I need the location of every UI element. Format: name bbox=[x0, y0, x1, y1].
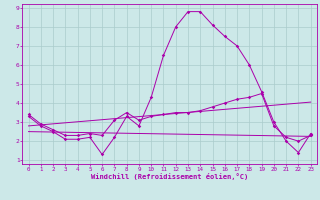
X-axis label: Windchill (Refroidissement éolien,°C): Windchill (Refroidissement éolien,°C) bbox=[91, 173, 248, 180]
